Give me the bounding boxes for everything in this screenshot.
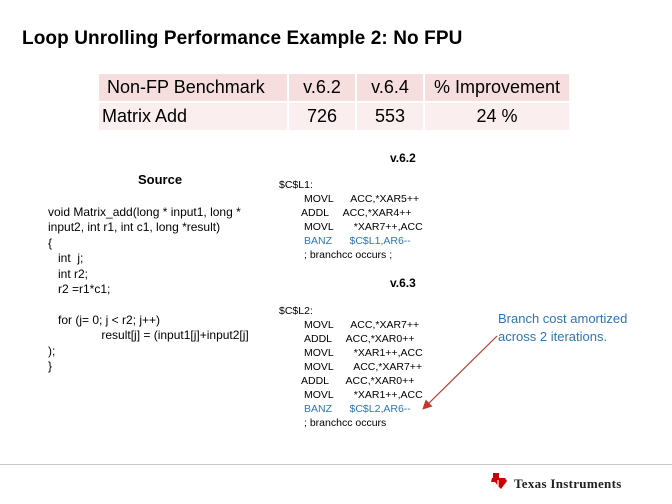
code-line: { [48,235,53,250]
code-line: int j; [48,251,84,266]
texas-instruments-logo: Texas Instruments [490,472,622,495]
asm-line: MOVL *XAR1++,ACC [304,347,423,359]
table-header-cell: % Improvement [423,72,571,103]
v62-heading: v.6.2 [390,151,416,165]
table-cell: 553 [355,101,425,132]
asm-label: $C$L2: [279,305,313,317]
asm-line: MOVL *XAR7++,ACC [304,221,423,233]
branch-cost-note: Branch cost amortized across 2 iterations… [498,310,627,346]
note-line: Branch cost amortized [498,311,628,326]
asm-line: ADDL ACC,*XAR0++ [301,375,415,387]
asm-line: ADDL ACC,*XAR0++ [304,333,415,345]
v63-assembly: $C$L2: MOVL ACC,*XAR7++ ADDL ACC,*XAR0++ MO… [279,304,423,430]
asm-line: MOVL *XAR1++,ACC [304,389,423,401]
footer-divider [0,464,672,465]
code-line: result[j] = (input1[j]+input2[j] [48,328,249,343]
table-header-row: Non-FP Benchmark v.6.2 v.6.4 % Improveme… [97,72,571,103]
code-line: r2 =r1*c1; [48,282,111,297]
asm-line: ADDL ACC,*XAR4++ [301,207,412,219]
asm-branch-line: BANZ $C$L2,AR6-- [304,403,411,415]
table-header-cell: v.6.4 [355,72,425,103]
asm-line: MOVL ACC,*XAR7++ [304,361,423,373]
asm-branch-line: BANZ $C$L1,AR6-- [304,235,411,247]
v63-heading: v.6.3 [390,276,416,290]
source-code: void Matrix_add(long * input1, long * inp… [48,205,249,374]
slide-title: Loop Unrolling Performance Example 2: No… [22,28,463,49]
table-header-cell: Non-FP Benchmark [97,72,289,103]
ti-state-icon [490,472,508,495]
ti-logo-text: Texas Instruments [514,475,622,491]
source-heading: Source [138,172,183,187]
asm-line: MOVL ACC,*XAR7++ [304,319,420,331]
table-cell: 24 % [423,101,571,132]
v62-assembly: $C$L1: MOVL ACC,*XAR5++ ADDL ACC,*XAR4++ MO… [279,178,423,262]
asm-line: MOVL ACC,*XAR5++ [304,193,420,205]
asm-comment: ; branchcc occurs ; [304,249,393,261]
asm-comment: ; branchcc occurs [304,417,387,429]
code-line: ); [48,343,56,358]
table-header-cell: v.6.2 [287,72,357,103]
code-line: } [48,359,53,374]
table-row: Matrix Add 726 553 24 % [97,101,571,132]
table-cell: Matrix Add [97,101,289,132]
code-line: void Matrix_add(long * input1, long * [48,205,241,219]
code-line: for (j= 0; j < r2; j++) [48,312,161,327]
note-line: across 2 iterations. [498,329,608,344]
asm-label: $C$L1: [279,179,313,191]
code-line: input2, int r1, int c1, long *result) [48,220,221,235]
table-cell: 726 [287,101,357,132]
benchmark-table: Non-FP Benchmark v.6.2 v.6.4 % Improveme… [97,72,571,132]
code-line: int r2; [48,266,89,281]
